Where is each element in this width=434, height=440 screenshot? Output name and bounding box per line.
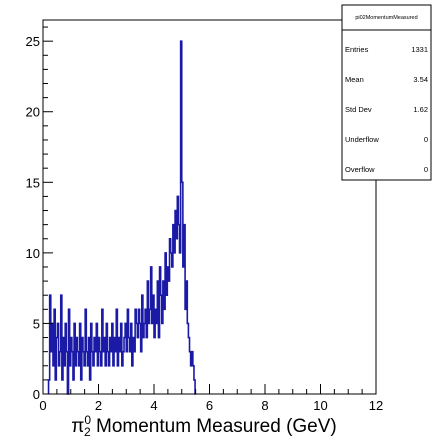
- x-tick-label: 8: [261, 398, 268, 413]
- y-tick-label: 10: [26, 246, 40, 261]
- plot-frame: [42, 19, 377, 395]
- histogram-series: [47, 40, 197, 395]
- stats-overflow-value: 0: [424, 165, 428, 174]
- x-tick-label: 6: [206, 398, 213, 413]
- x-axis-label-symbol: π: [71, 416, 84, 437]
- stats-title: pi02MomentumMeasured: [355, 15, 417, 21]
- stats-entries-value: 1331: [411, 45, 428, 54]
- x-axis-label-text: Momentum Measured (GeV): [91, 416, 337, 437]
- stats-mean-label: Mean: [345, 75, 364, 84]
- y-tick-label: 20: [26, 105, 40, 120]
- histogram-line: [47, 40, 197, 395]
- axes: 0 2 4 6 8 10 12 0 5 10 15 20 25: [26, 26, 383, 413]
- y-tick-label: 5: [33, 316, 40, 331]
- stats-rows: Entries 1331 Mean 3.54 Std Dev 1.62 Underflow 0…: [345, 45, 428, 174]
- stats-overflow-label: Overflow: [345, 165, 375, 174]
- y-tick-label: 0: [33, 387, 40, 402]
- y-tick-label: 25: [26, 34, 40, 49]
- x-tick-label: 4: [150, 398, 157, 413]
- stats-stddev-label: Std Dev: [345, 105, 372, 114]
- stats-stddev-value: 1.62: [413, 105, 428, 114]
- stats-entries-label: Entries: [345, 45, 369, 54]
- y-tick-label: 15: [26, 175, 40, 190]
- x-axis-label-subscript: 2: [84, 425, 91, 439]
- stats-box-frame: [341, 4, 432, 181]
- stats-underflow-label: Underflow: [345, 135, 379, 144]
- stats-mean-value: 3.54: [413, 75, 428, 84]
- x-tick-label: 0: [39, 398, 46, 413]
- x-axis-label-superscript: 0: [84, 413, 91, 427]
- x-axis-label: π0 2 Momentum Measured (GeV): [71, 413, 337, 439]
- stats-underflow-value: 0: [424, 135, 428, 144]
- x-tick-label: 12: [369, 398, 383, 413]
- stats-box: pi02MomentumMeasured Entries 1331 Mean 3.54…: [341, 4, 432, 181]
- x-tick-label: 2: [95, 398, 102, 413]
- x-tick-label: 10: [313, 398, 327, 413]
